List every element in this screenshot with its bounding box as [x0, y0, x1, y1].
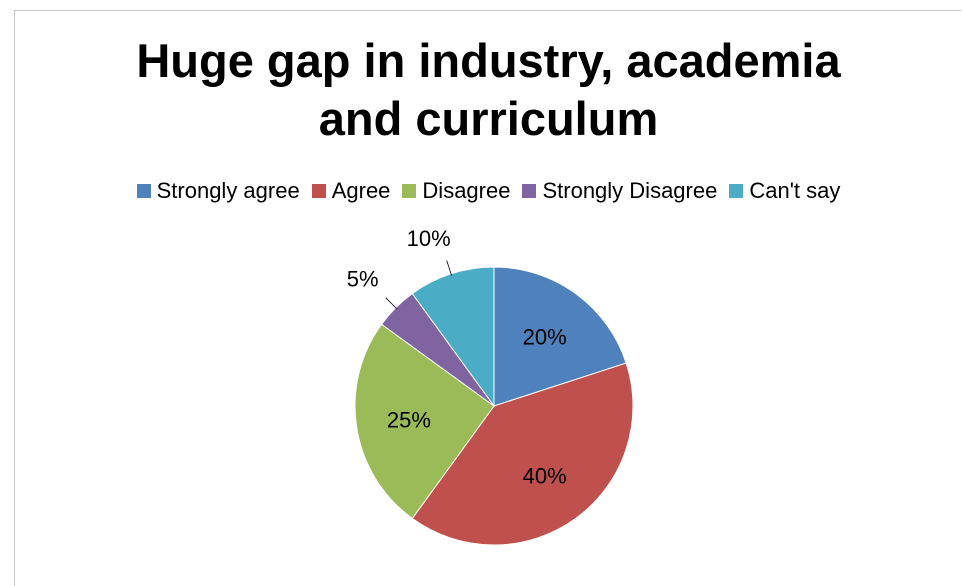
legend-swatch — [522, 184, 537, 198]
legend-item-agree: Agree — [311, 178, 391, 204]
legend-label: Strongly Disagree — [542, 178, 718, 203]
legend-item-strongly-agree: Strongly agree — [136, 178, 300, 204]
legend-swatch — [729, 184, 744, 198]
data-labels: 20% 40% 25% 5% 10% — [347, 226, 567, 489]
legend-swatch — [311, 184, 326, 198]
chart-legend: Strongly agree Agree Disagree Strongly D… — [14, 178, 963, 204]
legend-label: Disagree — [422, 178, 511, 203]
legend-label: Can't say — [749, 178, 841, 203]
legend-item-cant-say: Can't say — [729, 178, 840, 204]
pie-slices — [354, 266, 634, 546]
pie-slice-strongly-agree — [493, 266, 627, 407]
chart-frame — [14, 10, 961, 586]
data-label-strongly-agree: 20% — [523, 324, 567, 349]
chart-title-line-1: Huge gap in industry, academia — [136, 34, 841, 87]
legend-swatch — [402, 184, 417, 198]
data-label-disagree: 25% — [387, 407, 431, 432]
data-label-agree: 40% — [523, 464, 567, 489]
leader-line-strongly-disagree — [385, 297, 398, 310]
legend-label: Agree — [331, 178, 391, 203]
legend-item-strongly-disagree: Strongly Disagree — [522, 178, 717, 204]
pie-slice-disagree — [354, 323, 495, 520]
pie-slice-agree — [411, 362, 634, 546]
legend-swatch — [136, 184, 151, 198]
leader-lines — [385, 260, 453, 310]
data-label-strongly-disagree: 5% — [347, 267, 379, 292]
chart-title: Huge gap in industry, academia and curri… — [14, 32, 963, 148]
leader-line-can-t-say — [446, 260, 453, 276]
chart-title-line-2: and curriculum — [318, 92, 659, 145]
legend-label: Strongly agree — [156, 178, 300, 203]
data-label-can-t-say: 10% — [407, 226, 451, 251]
legend-item-disagree: Disagree — [402, 178, 510, 204]
